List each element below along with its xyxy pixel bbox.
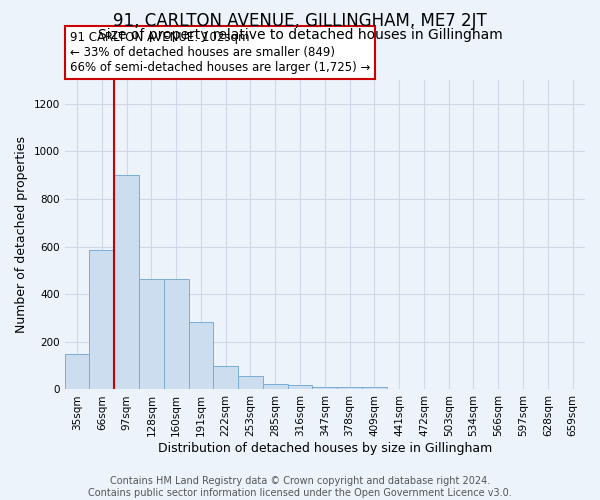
Bar [263,384,287,390]
Text: 91, CARLTON AVENUE, GILLINGHAM, ME7 2JT: 91, CARLTON AVENUE, GILLINGHAM, ME7 2JT [113,12,487,30]
X-axis label: Distribution of detached houses by size in Gillingham: Distribution of detached houses by size … [158,442,492,455]
Bar [65,354,89,390]
Bar [238,376,263,390]
Bar [89,250,114,390]
Text: 91 CARLTON AVENUE: 102sqm
← 33% of detached houses are smaller (849)
66% of semi: 91 CARLTON AVENUE: 102sqm ← 33% of detac… [70,31,370,74]
Bar [164,279,188,390]
Bar [362,387,387,390]
Bar [313,386,337,390]
Text: Contains HM Land Registry data © Crown copyright and database right 2024.
Contai: Contains HM Land Registry data © Crown c… [88,476,512,498]
Bar [114,175,139,390]
Bar [188,322,214,390]
Y-axis label: Number of detached properties: Number of detached properties [15,136,28,333]
Bar [337,387,362,390]
Bar [287,385,313,390]
Bar [139,279,164,390]
Text: Size of property relative to detached houses in Gillingham: Size of property relative to detached ho… [98,28,502,42]
Bar [214,366,238,390]
